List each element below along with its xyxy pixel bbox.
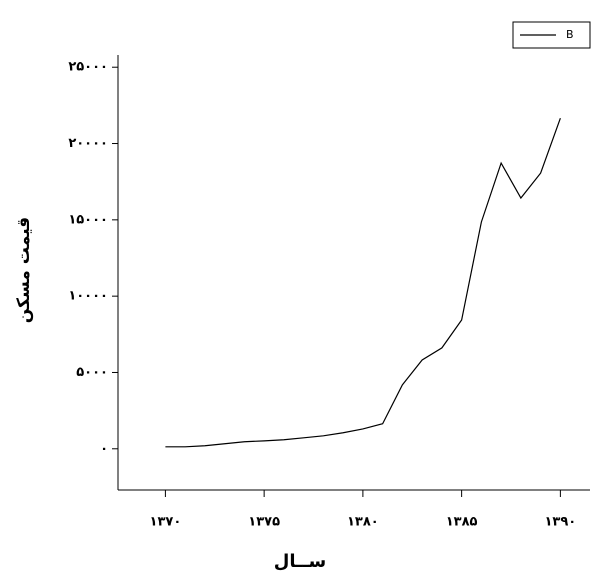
legend-box (512, 21, 591, 49)
y-tick-label: ۱۵۰۰۰ (68, 212, 108, 227)
x-tick-label: ۱۳۷۵ (248, 515, 280, 530)
y-tick-label: ۱۰۰۰۰ (68, 289, 108, 304)
y-tick-label: ۲۵۰۰۰ (68, 60, 108, 75)
x-tick-label: ۱۳۹۰ (545, 515, 577, 530)
y-tick-label: ۲۰۰۰۰ (68, 136, 108, 151)
y-tick-label: ۰ (100, 441, 108, 456)
data-line (165, 117, 561, 448)
y-axis-label: قیمت مسکن (14, 217, 34, 323)
y-tick-label: ۵۰۰۰ (76, 365, 108, 380)
x-axis-label: ســال (274, 551, 326, 572)
legend-label: B (566, 28, 574, 41)
x-tick-label: ۱۳۸۵ (446, 515, 478, 530)
x-tick-label: ۱۳۸۰ (347, 515, 379, 530)
x-tick-label: ۱۳۷۰ (150, 515, 182, 530)
